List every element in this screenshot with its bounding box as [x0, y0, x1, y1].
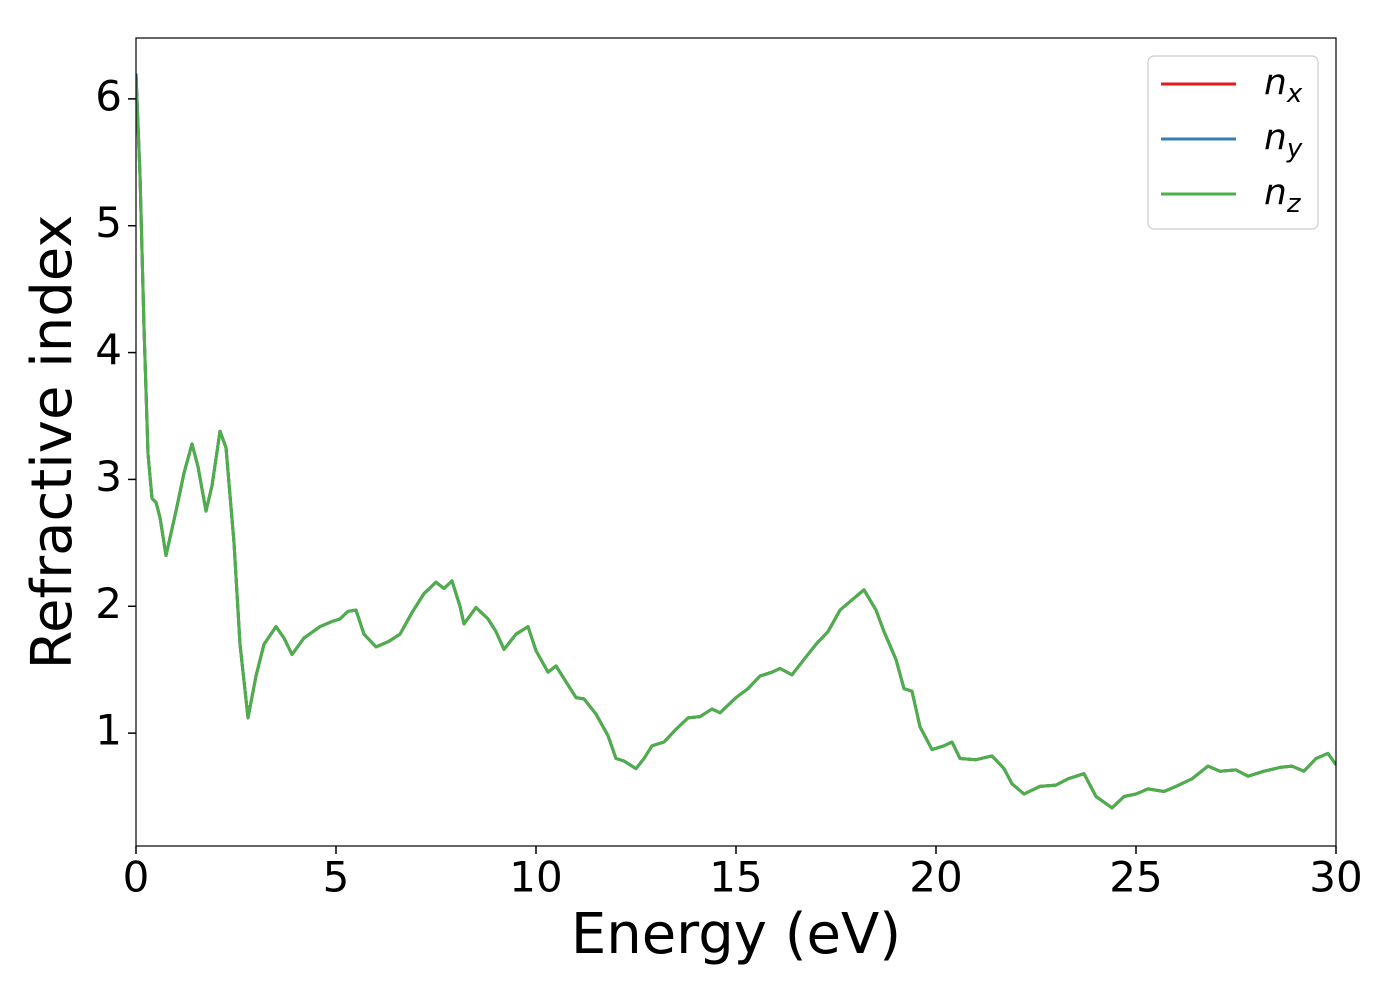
y-tick-label: 2 — [95, 579, 122, 628]
y-tick-label: 3 — [95, 452, 122, 501]
y-axis-label: Refractive index — [20, 215, 85, 670]
plot-frame — [135, 37, 1337, 847]
x-tick-label: 0 — [123, 853, 150, 902]
y-tick-label: 4 — [95, 325, 122, 374]
x-tick-label: 15 — [709, 853, 762, 902]
x-axis-label: Energy (eV) — [571, 902, 901, 967]
x-tick-label: 25 — [1109, 853, 1162, 902]
legend-label: nx — [1264, 62, 1303, 109]
line-series — [136, 79, 1336, 810]
legend-label: nz — [1264, 172, 1302, 219]
x-tick-label: 20 — [909, 853, 962, 902]
x-tick-label: 10 — [509, 853, 562, 902]
legend-box — [1147, 55, 1319, 230]
x-tick-label: 5 — [323, 853, 350, 902]
y-tick-label: 6 — [95, 71, 122, 120]
y-tick-label: 5 — [95, 198, 122, 247]
x-tick-label: 30 — [1309, 853, 1362, 902]
legend-label: ny — [1264, 117, 1303, 164]
y-tick-label: 1 — [95, 706, 122, 755]
